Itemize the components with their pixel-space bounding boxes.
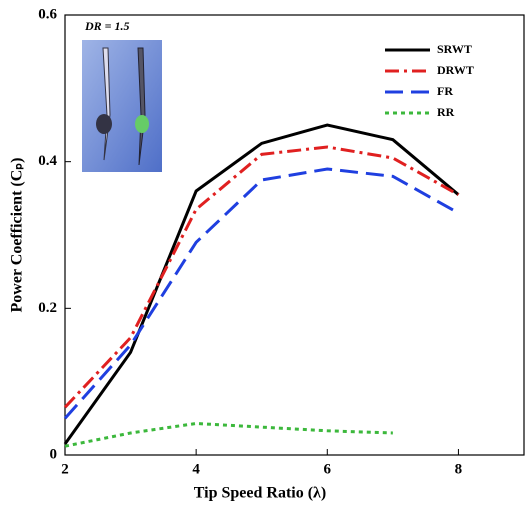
y-tick-label: 0.2	[38, 300, 57, 316]
series-line	[63, 145, 460, 409]
x-tick-label: 4	[192, 461, 200, 477]
x-tick-label: 6	[324, 461, 332, 477]
x-tick-label: 8	[455, 461, 463, 477]
series-line	[63, 123, 460, 445]
y-tick-label: 0	[50, 446, 58, 462]
plot-frame	[64, 14, 525, 456]
x-axis-label: Tip Speed Ratio (λ)	[194, 485, 326, 502]
legend-label: SRWT	[437, 42, 472, 56]
series-line	[64, 421, 393, 448]
y-axis-label: Power Coefficient (Cₚ)	[9, 158, 26, 313]
y-tick-label: 0.4	[38, 153, 57, 169]
annotation: DR = 1.5	[84, 19, 130, 33]
series-line	[63, 167, 460, 420]
y-tick-label: 0.6	[38, 6, 57, 22]
x-tick-label: 2	[61, 461, 69, 477]
legend-label: DRWT	[437, 63, 474, 77]
legend-label: RR	[437, 105, 455, 119]
legend-label: FR	[437, 84, 453, 98]
inset-image	[82, 40, 162, 172]
